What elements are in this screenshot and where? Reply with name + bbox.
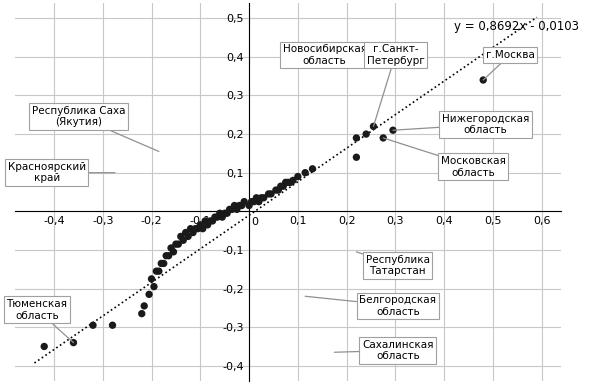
Point xyxy=(388,127,398,133)
Point xyxy=(266,191,276,197)
Point xyxy=(281,179,291,185)
Point xyxy=(200,218,210,224)
Point xyxy=(478,77,488,83)
Point xyxy=(208,218,217,224)
Point xyxy=(273,187,283,193)
Text: 0: 0 xyxy=(252,217,258,227)
Text: Новосибирская
область: Новосибирская область xyxy=(283,44,367,66)
Point xyxy=(225,206,234,212)
Point xyxy=(237,202,246,209)
Text: Московская
область: Московская область xyxy=(383,138,506,178)
Point xyxy=(222,210,232,216)
Point xyxy=(39,343,49,349)
Point xyxy=(276,183,286,189)
Point xyxy=(245,202,254,209)
Point xyxy=(232,206,242,212)
Text: Сахалинская
область: Сахалинская область xyxy=(334,339,434,361)
Point xyxy=(108,322,117,328)
Point xyxy=(264,191,273,197)
Point xyxy=(144,291,154,297)
Point xyxy=(249,199,259,205)
Point xyxy=(171,241,181,247)
Point xyxy=(352,154,361,160)
Text: Тюменская
область: Тюменская область xyxy=(7,299,74,343)
Point xyxy=(288,177,298,184)
Point xyxy=(279,183,288,189)
Point xyxy=(166,245,176,251)
Point xyxy=(286,179,295,185)
Point xyxy=(205,218,215,224)
Point xyxy=(149,283,158,290)
Point xyxy=(176,233,185,240)
Point xyxy=(169,249,178,255)
Point xyxy=(159,260,169,266)
Point xyxy=(69,339,78,346)
Point xyxy=(184,233,193,240)
Point xyxy=(308,166,318,172)
Point xyxy=(379,135,388,141)
Text: Красноярский
край: Красноярский край xyxy=(8,162,115,184)
Point xyxy=(227,206,237,212)
Point xyxy=(181,230,190,236)
Point xyxy=(254,199,264,205)
Point xyxy=(283,179,293,185)
Point xyxy=(178,237,188,243)
Point xyxy=(293,174,303,180)
Point xyxy=(369,123,379,129)
Text: Республика
Татарстан: Республика Татарстан xyxy=(356,252,430,276)
Point xyxy=(300,170,310,176)
Point xyxy=(88,322,97,328)
Point xyxy=(191,226,200,232)
Point xyxy=(239,199,249,205)
Point xyxy=(196,222,205,228)
Point xyxy=(257,195,266,201)
Text: г.Москва: г.Москва xyxy=(483,50,535,80)
Point xyxy=(259,195,269,201)
Point xyxy=(252,195,261,201)
Point xyxy=(198,226,208,232)
Point xyxy=(234,202,244,209)
Point xyxy=(218,214,227,220)
Text: Белгородская
область: Белгородская область xyxy=(305,295,437,317)
Text: г.Санкт-
Петербург: г.Санкт- Петербург xyxy=(367,44,425,126)
Point xyxy=(154,268,164,274)
Point xyxy=(361,131,371,137)
Point xyxy=(210,214,219,220)
Text: Республика Саха
(Якутия): Республика Саха (Якутия) xyxy=(32,106,159,151)
Point xyxy=(157,260,166,266)
Point xyxy=(173,241,183,247)
Point xyxy=(212,214,222,220)
Point xyxy=(271,187,280,193)
Point xyxy=(161,253,171,259)
Point xyxy=(247,199,257,205)
Point xyxy=(147,276,156,282)
Point xyxy=(137,311,147,317)
Point xyxy=(188,230,198,236)
Point xyxy=(164,253,173,259)
Text: Нижегородская
область: Нижегородская область xyxy=(393,114,529,135)
Point xyxy=(186,226,196,232)
Point xyxy=(220,210,230,216)
Point xyxy=(352,135,361,141)
Point xyxy=(139,303,149,309)
Point xyxy=(152,268,161,274)
Point xyxy=(203,222,212,228)
Point xyxy=(230,202,239,209)
Text: y = 0,8692x - 0,0103: y = 0,8692x - 0,0103 xyxy=(454,20,579,33)
Point xyxy=(215,210,225,216)
Point xyxy=(193,226,203,232)
